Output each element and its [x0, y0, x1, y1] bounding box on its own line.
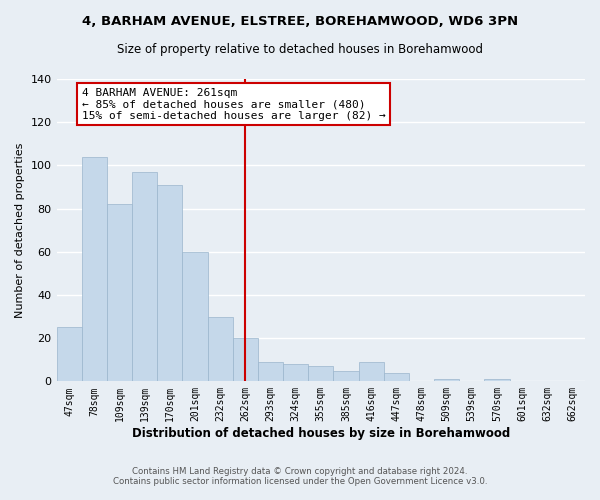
Text: Contains HM Land Registry data © Crown copyright and database right 2024.: Contains HM Land Registry data © Crown c…	[132, 467, 468, 476]
Text: 4, BARHAM AVENUE, ELSTREE, BOREHAMWOOD, WD6 3PN: 4, BARHAM AVENUE, ELSTREE, BOREHAMWOOD, …	[82, 15, 518, 28]
Bar	[132, 172, 157, 382]
Text: Size of property relative to detached houses in Borehamwood: Size of property relative to detached ho…	[117, 42, 483, 56]
Bar	[258, 362, 283, 382]
Bar	[434, 379, 459, 382]
X-axis label: Distribution of detached houses by size in Borehamwood: Distribution of detached houses by size …	[131, 427, 510, 440]
Bar	[56, 328, 82, 382]
Bar	[82, 156, 107, 382]
Y-axis label: Number of detached properties: Number of detached properties	[15, 142, 25, 318]
Bar	[182, 252, 208, 382]
Bar	[208, 316, 233, 382]
Bar	[107, 204, 132, 382]
Bar	[233, 338, 258, 382]
Bar	[484, 379, 509, 382]
Bar	[283, 364, 308, 382]
Bar	[334, 370, 359, 382]
Bar	[157, 185, 182, 382]
Bar	[383, 372, 409, 382]
Bar	[359, 362, 383, 382]
Text: 4 BARHAM AVENUE: 261sqm
← 85% of detached houses are smaller (480)
15% of semi-d: 4 BARHAM AVENUE: 261sqm ← 85% of detache…	[82, 88, 385, 121]
Text: Contains public sector information licensed under the Open Government Licence v3: Contains public sector information licen…	[113, 477, 487, 486]
Bar	[308, 366, 334, 382]
